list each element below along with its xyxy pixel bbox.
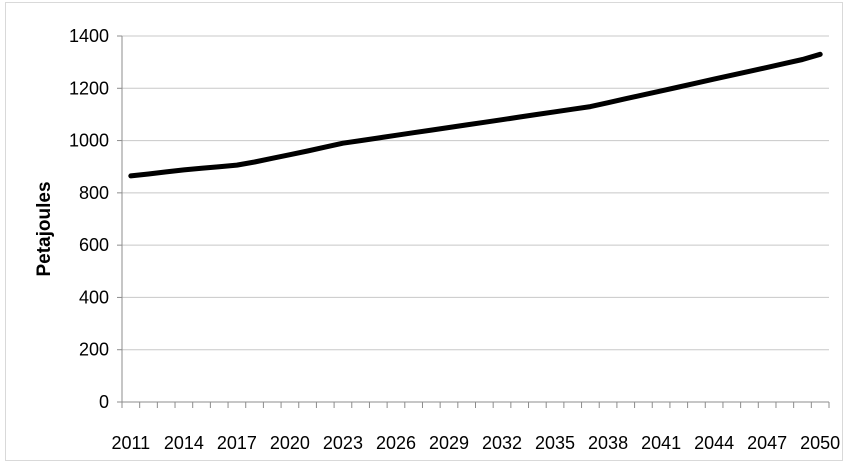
y-tick-label-600: 600 — [79, 235, 109, 255]
x-tick-label-2035: 2035 — [535, 433, 575, 453]
x-tick-label-2032: 2032 — [482, 433, 522, 453]
x-tick-label-2041: 2041 — [641, 433, 681, 453]
y-axis-title: Petajoules — [34, 181, 55, 276]
axes — [117, 35, 829, 408]
series-layer — [128, 51, 823, 179]
x-tick-label-2014: 2014 — [164, 433, 204, 453]
x-tick-label-2029: 2029 — [429, 433, 469, 453]
y-axis-tick-labels: 0 200 400 600 800 1000 1200 1400 — [69, 26, 109, 412]
x-tick-label-2023: 2023 — [323, 433, 363, 453]
gridlines — [122, 35, 829, 351]
y-tick-label-0: 0 — [99, 392, 109, 412]
x-axis-tick-labels: 2011 2014 2017 2020 2023 2026 2029 2032 2035 2038… — [111, 433, 840, 453]
x-tick-label-2044: 2044 — [694, 433, 734, 453]
x-tick-label-2047: 2047 — [747, 433, 787, 453]
series-line-0 — [128, 51, 823, 179]
x-tick-label-2017: 2017 — [217, 433, 257, 453]
x-axis-ticks — [121, 402, 830, 408]
x-tick-label-2020: 2020 — [270, 433, 310, 453]
x-tick-label-2050: 2050 — [800, 433, 840, 453]
y-tick-label-1000: 1000 — [69, 131, 109, 151]
y-tick-label-400: 400 — [79, 287, 109, 307]
y-tick-label-200: 200 — [79, 340, 109, 360]
x-tick-label-2011: 2011 — [111, 433, 150, 453]
y-tick-label-1400: 1400 — [69, 26, 109, 46]
chart-frame — [5, 2, 843, 461]
x-tick-label-2026: 2026 — [376, 433, 416, 453]
y-tick-label-1200: 1200 — [69, 78, 109, 98]
y-tick-label-800: 800 — [79, 183, 109, 203]
x-tick-label-2038: 2038 — [588, 433, 628, 453]
